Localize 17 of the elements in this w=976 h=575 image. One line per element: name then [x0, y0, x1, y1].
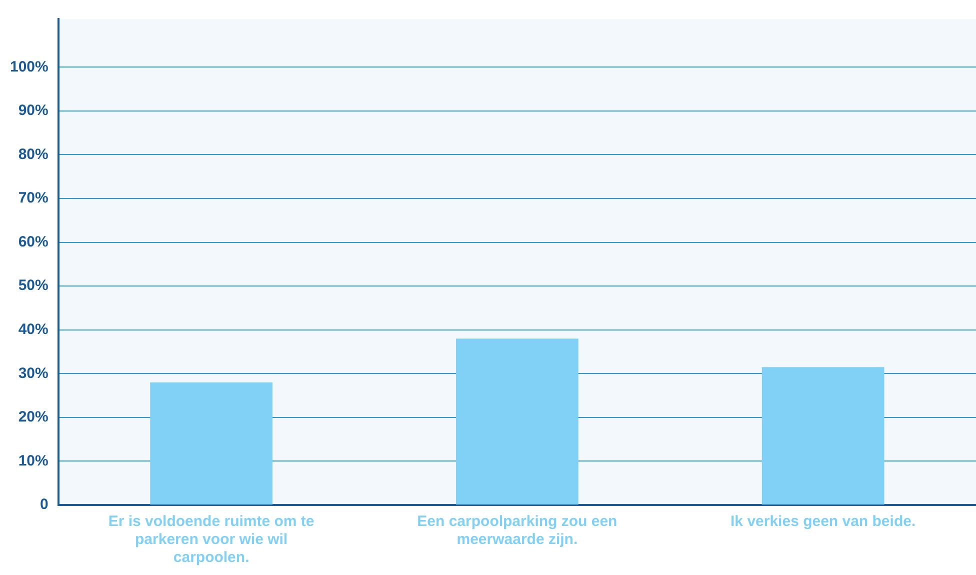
y-tick-label: 0	[40, 496, 48, 514]
x-tick-label: Ik verkies geen van beide.	[730, 513, 916, 530]
x-tick-label: Er is voldoende ruimte om te parkeren voor wie wil carpoolen.	[108, 513, 314, 566]
y-tick-label: 100%	[10, 58, 48, 76]
y-tick-label: 10%	[18, 452, 48, 470]
y-tick-label: 80%	[18, 146, 48, 163]
y-tick-label: 60%	[18, 233, 48, 250]
y-tick-label: 70%	[18, 190, 48, 207]
y-tick-label: 90%	[18, 102, 48, 120]
x-tick-label: Een carpoolparking zou een meerwaarde zijn.	[417, 513, 618, 548]
bar	[456, 338, 578, 504]
y-tick-label: 20%	[18, 408, 48, 426]
bar	[150, 382, 272, 504]
bar	[762, 367, 884, 504]
y-tick-label: 40%	[18, 321, 48, 338]
y-tick-label: 30%	[18, 364, 48, 382]
y-tick-label: 50%	[18, 277, 48, 294]
